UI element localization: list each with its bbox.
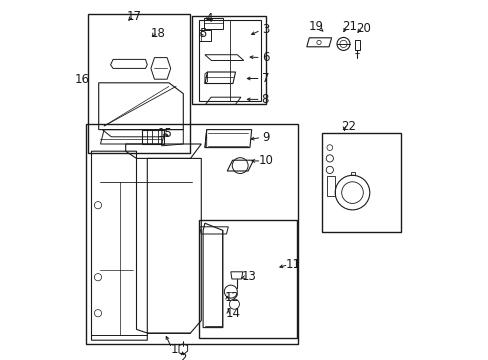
Text: 6: 6 bbox=[261, 51, 268, 64]
Text: 3: 3 bbox=[261, 23, 268, 36]
Bar bbox=[86, 124, 298, 344]
Text: 9: 9 bbox=[262, 131, 269, 144]
Text: 20: 20 bbox=[356, 22, 371, 35]
Text: 5: 5 bbox=[198, 27, 205, 40]
Text: 14: 14 bbox=[225, 307, 240, 320]
Text: 7: 7 bbox=[261, 72, 268, 85]
Text: 17: 17 bbox=[126, 10, 141, 23]
Text: 13: 13 bbox=[241, 270, 256, 283]
Text: 15: 15 bbox=[158, 127, 172, 140]
Text: 10: 10 bbox=[258, 154, 273, 167]
Text: 1: 1 bbox=[170, 343, 178, 356]
Text: 19: 19 bbox=[308, 21, 324, 33]
Text: 21: 21 bbox=[342, 21, 357, 33]
Text: 18: 18 bbox=[150, 27, 165, 40]
Text: 4: 4 bbox=[205, 12, 213, 24]
Text: 2: 2 bbox=[179, 352, 187, 360]
Text: 22: 22 bbox=[341, 120, 356, 133]
Text: 8: 8 bbox=[261, 93, 268, 106]
Bar bbox=[192, 16, 265, 104]
Text: 11: 11 bbox=[285, 258, 300, 271]
Bar bbox=[321, 133, 400, 232]
Text: 12: 12 bbox=[224, 291, 239, 304]
Text: 16: 16 bbox=[74, 73, 89, 86]
Bar bbox=[88, 14, 190, 153]
Bar bbox=[199, 220, 296, 338]
